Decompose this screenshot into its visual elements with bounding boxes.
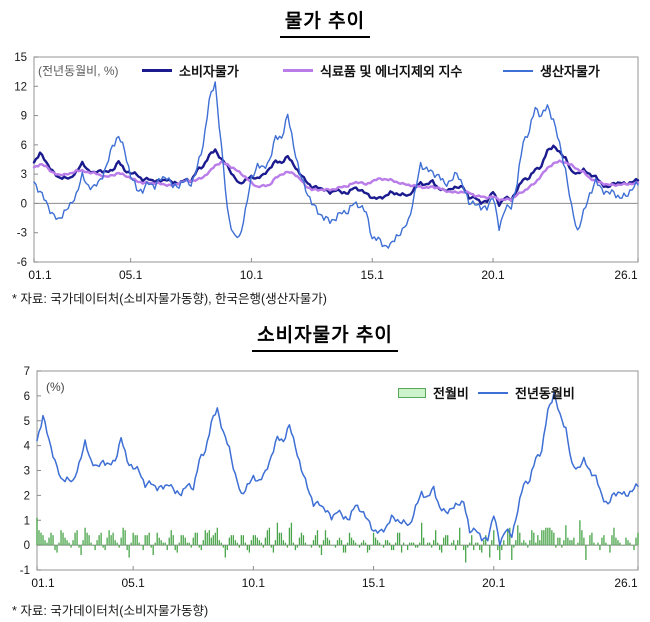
cpi-trends-chart-canvas: 7 6 5 4 3 2 1 0 -101.1 05.1 10.1 15.1 20.1 26.1 [20, 366, 639, 590]
svg-text:15: 15 [14, 52, 27, 64]
chart2-unit-label: (%) [46, 380, 65, 394]
ppi-legend-label: 생산자물가 [540, 64, 600, 79]
chart1-unit-label: (전년동월비, %) [38, 64, 119, 78]
svg-text:10.1: 10.1 [242, 576, 266, 590]
svg-text:9: 9 [21, 111, 27, 123]
chart2-legend: 전월비 전년동월비 [0, 383, 650, 401]
core-line-swatch [283, 68, 313, 73]
legend-core: 식료품 및 에너지제외 지수 [283, 61, 462, 80]
chart2-title: 소비자물가 추이 [0, 320, 650, 352]
yoy-legend-label: 전년동월비 [515, 386, 575, 401]
legend-ppi: 생산자물가 [503, 61, 600, 80]
chart2-footnote: * 자료: 국가데이터처(소비자물가동향) [12, 604, 209, 618]
svg-text:01.1: 01.1 [31, 576, 55, 590]
mom-bar-swatch [398, 387, 426, 398]
svg-text:5: 5 [24, 416, 30, 428]
svg-text:12: 12 [14, 81, 27, 93]
svg-text:15.1: 15.1 [362, 576, 386, 590]
svg-text:2: 2 [24, 490, 30, 502]
svg-text:05.1: 05.1 [121, 576, 145, 590]
ppi-line-swatch [503, 69, 533, 72]
mom-legend-label: 전월비 [433, 386, 469, 401]
svg-text:6: 6 [21, 140, 27, 152]
legend-mom: 전월비 [398, 383, 469, 402]
chart1-title-text: 물가 추이 [279, 6, 371, 38]
svg-text:01.1: 01.1 [28, 268, 52, 282]
cpi-legend-label: 소비자물가 [179, 64, 239, 79]
svg-text:20.1: 20.1 [481, 268, 505, 282]
chart1-legend: 소비자물가 식료품 및 에너지제외 지수 생산자물가 [0, 61, 650, 79]
price-trends-chart-canvas: 15 12 9 6 3 0 -3 -601.1 05.1 10.1 15.1 20.1 26.1 [14, 52, 640, 282]
svg-text:0: 0 [21, 198, 27, 210]
svg-text:3: 3 [21, 169, 27, 181]
svg-text:7: 7 [24, 366, 30, 378]
svg-text:-1: -1 [20, 565, 30, 577]
svg-text:26.1: 26.1 [614, 268, 638, 282]
legend-cpi: 소비자물가 [142, 61, 239, 80]
svg-text:3: 3 [24, 466, 30, 478]
svg-text:-3: -3 [17, 228, 27, 240]
svg-text:26.1: 26.1 [614, 576, 638, 590]
cpi-line-swatch [142, 68, 172, 73]
svg-text:05.1: 05.1 [119, 268, 143, 282]
svg-text:15.1: 15.1 [361, 268, 385, 282]
svg-text:0: 0 [24, 540, 30, 552]
chart1-title: 물가 추이 [0, 6, 650, 38]
yoy-line-swatch [478, 391, 508, 394]
svg-text:6: 6 [24, 391, 30, 403]
svg-text:20.1: 20.1 [482, 576, 506, 590]
chart1-footnote: * 자료: 국가데이터처(소비자물가동향), 한국은행(생산자물가) [12, 292, 327, 306]
svg-text:4: 4 [24, 441, 31, 453]
svg-text:10.1: 10.1 [240, 268, 264, 282]
legend-yoy: 전년동월비 [478, 383, 575, 402]
core-legend-label: 식료품 및 에너지제외 지수 [320, 64, 463, 79]
svg-text:-6: -6 [17, 257, 27, 269]
svg-text:1: 1 [24, 515, 30, 527]
chart2-title-text: 소비자물가 추이 [252, 320, 398, 352]
